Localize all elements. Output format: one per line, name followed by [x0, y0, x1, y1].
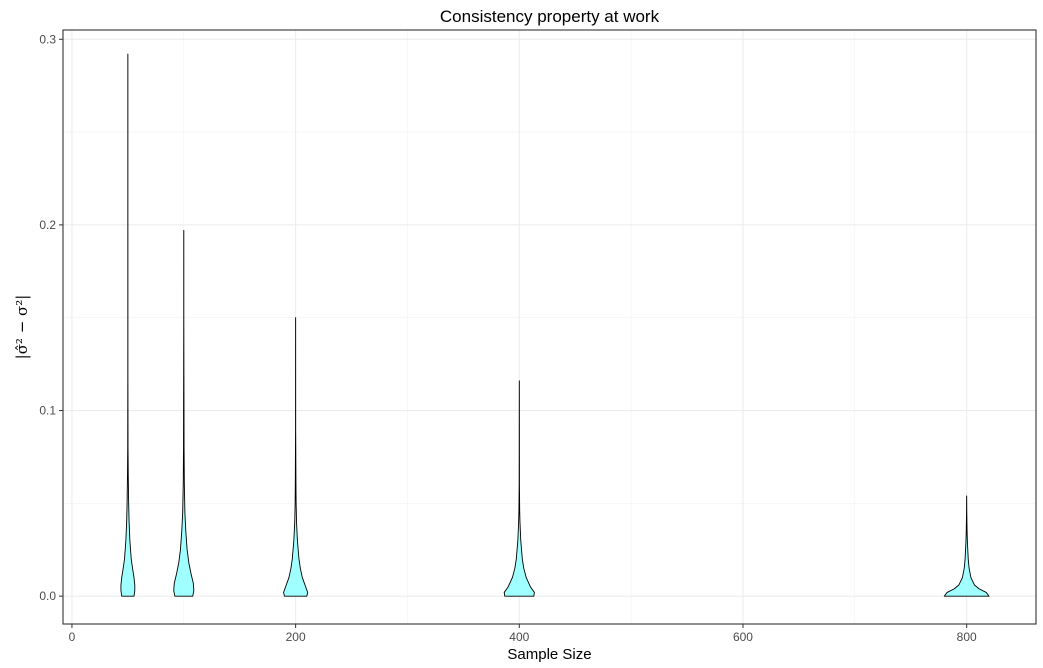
axis-ticks: 0 200 400 600 800 0.0 0.1 0.2 0.3 [39, 32, 977, 644]
violin-n200 [283, 317, 309, 597]
x-tick-label: 400 [509, 630, 529, 644]
plot-panel-border [62, 29, 1037, 625]
violin-n800 [943, 495, 990, 597]
x-axis-title: Sample Size [507, 646, 591, 663]
violins [120, 53, 990, 597]
y-tick-label: 0.2 [39, 218, 56, 232]
violin-n50 [120, 53, 136, 597]
x-tick-label: 200 [286, 630, 306, 644]
y-tick-label: 0.0 [39, 589, 56, 603]
x-tick-label: 600 [733, 630, 753, 644]
x-tick-label: 0 [69, 630, 76, 644]
violin-n400 [503, 380, 535, 597]
chart-title: Consistency property at work [440, 7, 660, 26]
grid-lines [63, 30, 1036, 624]
y-tick-label: 0.3 [39, 32, 56, 46]
y-axis-title: |σ̂² − σ²| [13, 295, 31, 360]
violin-n100 [173, 230, 195, 597]
y-tick-label: 0.1 [39, 404, 56, 418]
x-tick-label: 800 [957, 630, 977, 644]
